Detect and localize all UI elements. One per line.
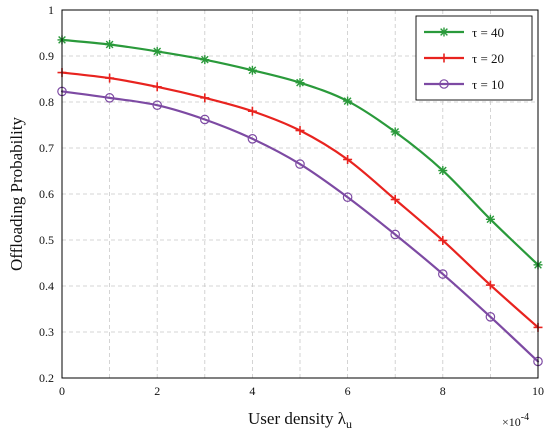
series-3 xyxy=(57,86,543,367)
grid xyxy=(62,10,538,378)
y-tick-label: 0.3 xyxy=(39,325,54,339)
y-tick-label: 0.7 xyxy=(39,141,54,155)
marker-circle xyxy=(200,114,210,125)
data-point xyxy=(485,214,495,224)
plot-area-frame xyxy=(61,9,539,379)
series-2 xyxy=(57,68,543,332)
data-point xyxy=(105,73,115,83)
y-tick-label: 0.4 xyxy=(39,279,54,293)
marker-circle xyxy=(247,134,258,144)
data-point xyxy=(247,106,257,116)
data-point xyxy=(390,127,400,137)
data-point xyxy=(390,195,400,205)
legend-label: τ = 40 xyxy=(472,25,504,40)
data-point xyxy=(485,280,495,290)
data-point xyxy=(105,40,115,49)
data-point xyxy=(295,159,305,169)
data-point xyxy=(437,269,448,279)
marker-circle xyxy=(152,100,162,111)
x-tick-label: 10 xyxy=(532,384,544,398)
marker-circle xyxy=(342,192,353,203)
data-point xyxy=(200,55,210,65)
marker-stroke xyxy=(296,78,304,87)
marker-circle xyxy=(485,312,496,322)
y-tick-label: 0.2 xyxy=(39,371,54,385)
data-point xyxy=(200,114,210,125)
x-axis-multiplier: ×10-4 xyxy=(502,412,529,429)
y-tick-label: 1 xyxy=(48,3,54,17)
data-point xyxy=(438,235,448,245)
data-point xyxy=(104,93,115,103)
y-axis-label: Offloading Probability xyxy=(7,116,26,271)
marker-circle xyxy=(295,159,305,169)
data-point xyxy=(390,229,400,240)
data-point xyxy=(485,312,496,322)
marker-stroke xyxy=(486,215,495,224)
x-tick-label: 4 xyxy=(249,384,255,398)
data-point xyxy=(295,126,305,136)
marker-circle xyxy=(437,269,448,279)
data-point xyxy=(438,166,448,176)
tick-labels: 0 2 4 6 8 10 0.2 0.3 0.4 0.5 0.6 0.7 0.8 0.9 1 xyxy=(39,3,544,398)
marker-stroke xyxy=(248,66,257,75)
data-point xyxy=(152,82,162,92)
legend-item-2: τ = 20 xyxy=(424,51,504,66)
data-point xyxy=(152,46,162,56)
marker-stroke xyxy=(391,128,400,136)
legend-item-1: τ = 40 xyxy=(424,25,504,40)
data-point xyxy=(200,93,210,103)
marker-circle xyxy=(104,93,115,103)
data-point xyxy=(152,100,162,111)
y-tick-label: 0.5 xyxy=(39,233,54,247)
series-line xyxy=(60,90,540,363)
x-tick-label: 8 xyxy=(440,384,446,398)
data-point xyxy=(342,192,353,203)
x-axis-multiplier-base: ×10 xyxy=(502,415,521,429)
y-tick-label: 0.6 xyxy=(39,187,54,201)
marker-stroke xyxy=(105,40,114,49)
y-tick-label: 0.8 xyxy=(39,95,54,109)
y-tick-label: 0.9 xyxy=(39,49,54,63)
marker-stroke xyxy=(440,28,448,36)
marker-stroke xyxy=(153,47,162,56)
marker-stroke xyxy=(438,166,447,175)
x-tick-label: 0 xyxy=(59,384,65,398)
data-point xyxy=(247,134,258,144)
marker-circle xyxy=(439,79,449,89)
data-point xyxy=(343,155,353,164)
legend: τ = 40 τ = 20 τ = 10 xyxy=(415,15,533,101)
legend-marker xyxy=(439,53,449,63)
x-axis-label: User density λu xyxy=(248,409,352,431)
legend-marker xyxy=(439,27,449,37)
x-axis-multiplier-exponent: -4 xyxy=(521,412,529,423)
data-point xyxy=(295,78,305,88)
x-tick-label: 2 xyxy=(154,384,160,398)
x-tick-label: 6 xyxy=(345,384,351,398)
legend-label: τ = 10 xyxy=(472,77,504,92)
marker-circle xyxy=(390,229,400,240)
marker-stroke xyxy=(200,55,209,64)
data-point xyxy=(247,65,257,75)
data-point xyxy=(343,96,353,106)
x-axis-label-main: User density λ xyxy=(248,409,347,428)
x-axis-label-subscript: u xyxy=(346,417,352,431)
legend-marker xyxy=(439,79,449,89)
legend-label: τ = 20 xyxy=(472,51,504,66)
marker-stroke xyxy=(343,97,352,105)
legend-item-3: τ = 10 xyxy=(424,77,504,92)
